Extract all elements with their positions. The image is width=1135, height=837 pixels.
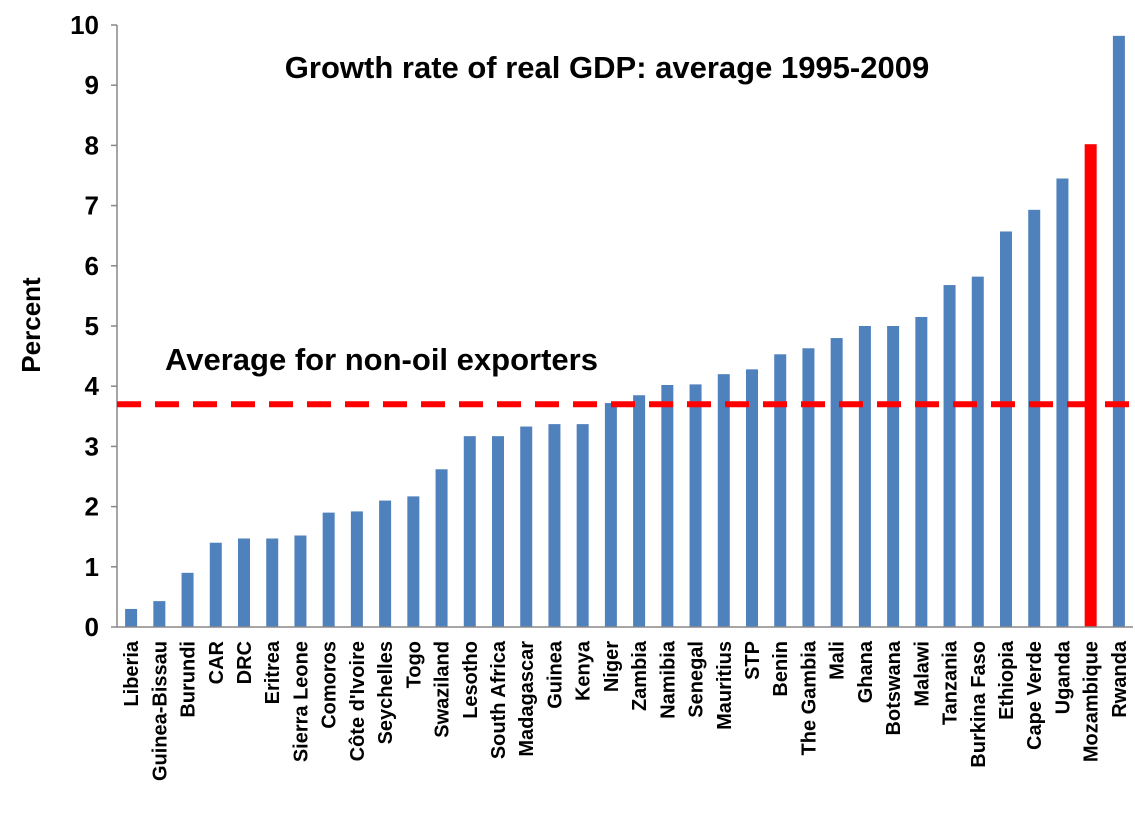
x-tick-label: Burkina Faso bbox=[968, 641, 990, 768]
bar-cape-verde bbox=[1028, 209, 1041, 627]
bar-drc bbox=[238, 538, 250, 627]
x-tick-label: Guinea bbox=[544, 640, 566, 709]
bar-the-gambia bbox=[802, 348, 815, 627]
x-tick-label: Cape Verde bbox=[1024, 641, 1046, 750]
x-tick-label: Namibia bbox=[657, 640, 679, 719]
bar-mozambique bbox=[1084, 144, 1097, 628]
x-tick-label: Madagascar bbox=[516, 641, 538, 757]
x-tick-label: Guinea-Bissau bbox=[149, 641, 171, 781]
bar-malawi bbox=[915, 316, 928, 627]
bar-lesotho bbox=[463, 436, 476, 627]
x-tick-label: Togo bbox=[403, 641, 425, 688]
y-tick-label: 10 bbox=[70, 10, 99, 40]
x-tick-label: STP bbox=[742, 641, 764, 680]
bar-namibia bbox=[661, 384, 674, 627]
bar-sierra-leone bbox=[294, 535, 307, 627]
bars-group bbox=[125, 35, 1125, 628]
bar-car bbox=[209, 542, 222, 627]
y-axis-title-group: Percent bbox=[16, 277, 46, 373]
x-axis-labels: Liberia Guinea-Bissau Burundi CAR DRC Eritrea… bbox=[121, 640, 1131, 781]
x-tick-label: Senegal bbox=[686, 641, 708, 718]
x-tick-label: Zambia bbox=[629, 640, 651, 711]
x-tick-label: Eritrea bbox=[262, 640, 284, 704]
bar-c-te-d-ivoire bbox=[350, 511, 363, 627]
y-tick-label: 7 bbox=[85, 191, 99, 221]
bar-uganda bbox=[1056, 178, 1069, 627]
y-tick-label: 1 bbox=[85, 552, 99, 582]
bar-stp bbox=[746, 369, 758, 627]
reference-line-group: Average for non-oil exporters bbox=[117, 342, 1133, 408]
x-tick-label: South Africa bbox=[488, 640, 510, 759]
bar-liberia bbox=[125, 608, 138, 627]
x-tick-label: Mozambique bbox=[1081, 641, 1103, 762]
bar-tanzania bbox=[943, 285, 956, 627]
y-axis-title: Percent bbox=[16, 277, 46, 373]
x-tick-label: Mali bbox=[827, 641, 849, 680]
bar-swaziland bbox=[435, 469, 448, 627]
x-tick-label: Lesotho bbox=[460, 641, 482, 719]
x-tick-label: Burundi bbox=[178, 641, 200, 718]
bar-niger bbox=[604, 403, 617, 627]
bar-botswana bbox=[887, 326, 900, 627]
y-tick-label: 8 bbox=[85, 130, 99, 160]
bar-guinea-bissau bbox=[153, 601, 166, 627]
x-tick-label: Côte d'Ivoire bbox=[347, 641, 369, 761]
x-tick-label: Ghana bbox=[855, 640, 877, 703]
x-tick-label: Seychelles bbox=[375, 641, 397, 744]
y-tick-label: 4 bbox=[85, 371, 100, 401]
bar-benin bbox=[774, 354, 787, 627]
x-tick-label: Tanzania bbox=[940, 640, 962, 725]
bar-mauritius bbox=[717, 374, 730, 627]
x-tick-label: Mauritius bbox=[714, 641, 736, 730]
x-tick-label: Ethiopia bbox=[996, 640, 1018, 720]
x-tick-label: DRC bbox=[234, 641, 256, 684]
bar-mali bbox=[830, 338, 843, 627]
x-tick-label: Rwanda bbox=[1109, 640, 1131, 718]
bar-madagascar bbox=[520, 426, 533, 627]
x-tick-label: Swaziland bbox=[432, 641, 454, 738]
x-tick-label: Sierra Leone bbox=[290, 641, 312, 762]
bar-rwanda bbox=[1112, 35, 1125, 627]
x-tick-label: Comoros bbox=[319, 641, 341, 729]
bar-ethiopia bbox=[1000, 231, 1012, 627]
bar-seychelles bbox=[379, 500, 392, 627]
y-axis-ticks: 0 1 2 3 4 5 6 7 8 9 10 bbox=[70, 10, 117, 642]
y-tick-label: 0 bbox=[85, 612, 99, 642]
x-tick-label: Botswana bbox=[883, 640, 905, 735]
x-tick-label: CAR bbox=[206, 640, 228, 684]
x-tick-label: Malawi bbox=[911, 641, 933, 707]
x-tick-label: Uganda bbox=[1052, 640, 1074, 714]
bar-togo bbox=[407, 496, 420, 627]
axes bbox=[116, 25, 1133, 628]
y-tick-label: 3 bbox=[85, 431, 99, 461]
bar-kenya bbox=[576, 424, 589, 627]
y-tick-label: 5 bbox=[85, 311, 99, 341]
bar-comoros bbox=[322, 512, 335, 627]
bar-zambia bbox=[633, 395, 646, 627]
bar-guinea bbox=[548, 424, 561, 627]
x-tick-label: Niger bbox=[601, 641, 623, 692]
bar-eritrea bbox=[266, 538, 279, 627]
x-tick-label: Liberia bbox=[121, 640, 143, 706]
y-tick-label: 6 bbox=[85, 251, 99, 281]
bar-ghana bbox=[858, 326, 871, 627]
chart-title: Growth rate of real GDP: average 1995-20… bbox=[285, 50, 929, 85]
bar-burundi bbox=[181, 572, 194, 627]
y-tick-label: 2 bbox=[85, 492, 99, 522]
x-tick-label: Kenya bbox=[573, 640, 595, 701]
bar-burkina-faso bbox=[971, 276, 984, 627]
y-tick-label: 9 bbox=[85, 70, 99, 100]
average-reference-label: Average for non-oil exporters bbox=[165, 342, 598, 377]
bar-south-africa bbox=[492, 436, 504, 627]
bar-senegal bbox=[689, 384, 702, 627]
x-tick-label: The Gambia bbox=[798, 640, 820, 755]
x-tick-label: Benin bbox=[770, 641, 792, 697]
